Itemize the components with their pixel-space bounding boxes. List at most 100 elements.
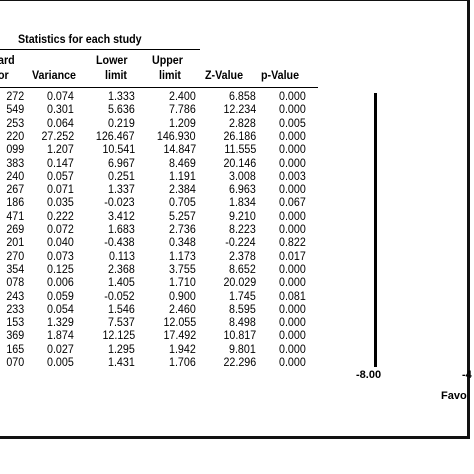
cell-z-value: 3.008 (229, 170, 256, 183)
table-row: 186 0.035 -0.023 0.705 1.834 0.067 (0, 196, 320, 210)
cell-variance: 0.035 (47, 197, 74, 210)
cell-upper-limit: 0.900 (169, 290, 196, 303)
header-lower-bottom: limit (105, 70, 127, 82)
cell-z-value: 6.963 (229, 184, 256, 197)
cell-lower-limit: 12.125 (102, 330, 135, 343)
tick-label: -4 (462, 369, 472, 381)
cell-lower-limit: 1.683 (108, 224, 135, 236)
cell-z-value: 8.595 (229, 303, 256, 316)
cell-variance: 0.059 (47, 290, 74, 303)
cell-lower-limit: -0.023 (104, 197, 135, 210)
cell-upper-limit: 0.348 (169, 237, 196, 250)
cell-p-value: 0.000 (279, 357, 306, 369)
cell-lower-limit: 6.967 (108, 157, 135, 170)
cell-upper-limit: 14.847 (163, 144, 196, 157)
cell-z-value: 8.223 (229, 224, 256, 236)
cell-variance: 1.874 (47, 330, 74, 343)
title-underline (0, 49, 200, 50)
tick-label: -8.00 (356, 369, 382, 381)
cell-std-error: 233 (6, 303, 24, 316)
favours-label: Favo (441, 390, 467, 402)
cell-lower-limit: 2.368 (108, 263, 135, 276)
cell-z-value: 26.186 (223, 130, 256, 143)
cell-std-error: 272 (6, 91, 24, 103)
cell-variance: 0.057 (47, 170, 74, 183)
cell-upper-limit: 12.055 (163, 317, 196, 330)
cell-z-value: 20.146 (223, 157, 256, 170)
cell-lower-limit: 5.636 (108, 104, 135, 117)
cell-p-value: 0.822 (279, 237, 306, 250)
header-p-value: p-Value (261, 70, 300, 82)
cell-variance: 0.040 (47, 237, 74, 250)
cell-upper-limit: 1.191 (169, 170, 196, 183)
cell-upper-limit: 1.710 (169, 277, 196, 290)
table-row: 383 0.147 6.967 8.469 20.146 0.000 (0, 157, 320, 171)
cell-variance: 0.006 (47, 277, 74, 290)
header-upper-bottom: limit (159, 70, 181, 82)
cell-z-value: 12.234 (223, 104, 256, 117)
forest-plot-axis (374, 93, 377, 367)
cell-lower-limit: 7.537 (108, 317, 135, 330)
cell-lower-limit: 0.113 (109, 250, 135, 263)
cell-p-value: 0.003 (279, 170, 306, 183)
cell-upper-limit: 1.706 (169, 357, 196, 369)
cell-z-value: 11.555 (224, 144, 256, 157)
header-rule (0, 87, 318, 88)
table-row: 269 0.072 1.683 2.736 8.223 0.000 (0, 223, 320, 237)
cell-z-value: 2.828 (229, 117, 256, 130)
cell-z-value: 8.498 (229, 317, 256, 330)
cell-z-value: 10.817 (223, 330, 256, 343)
cell-p-value: 0.000 (279, 317, 306, 330)
cell-std-error: 243 (6, 290, 24, 303)
cell-p-value: 0.067 (279, 197, 306, 210)
cell-p-value: 0.000 (279, 144, 306, 157)
cell-upper-limit: 3.755 (169, 263, 196, 276)
cell-lower-limit: 3.412 (108, 210, 135, 223)
table-row: 078 0.006 1.405 1.710 20.029 0.000 (0, 276, 320, 290)
cell-variance: 0.073 (47, 250, 74, 263)
cell-variance: 0.064 (47, 117, 74, 130)
cell-z-value: 6.858 (229, 91, 256, 103)
table-row: 233 0.054 1.546 2.460 8.595 0.000 (0, 303, 320, 317)
cell-upper-limit: 2.400 (169, 91, 196, 103)
table-row: 220 27.252 126.467 146.930 26.186 0.000 (0, 130, 320, 144)
header-std-error-bottom: or (0, 70, 9, 82)
cell-variance: 1.207 (47, 144, 74, 157)
cell-lower-limit: 1.431 (108, 357, 135, 369)
cell-lower-limit: 1.546 (108, 303, 135, 316)
cell-upper-limit: 1.173 (169, 250, 196, 263)
header-upper-top: Upper (152, 55, 183, 67)
cell-std-error: 354 (6, 263, 24, 276)
cell-p-value: 0.000 (279, 184, 306, 197)
figure-frame (0, 0, 470, 439)
cell-p-value: 0.000 (279, 157, 306, 170)
cell-upper-limit: 2.460 (169, 303, 196, 316)
cell-variance: 0.222 (47, 210, 74, 223)
table-row: 153 1.329 7.537 12.055 8.498 0.000 (0, 316, 320, 330)
cell-lower-limit: -0.438 (104, 237, 135, 250)
cell-upper-limit: 1.209 (169, 117, 196, 130)
table-row: 253 0.064 0.219 1.209 2.828 0.005 (0, 117, 320, 131)
table-row: 270 0.073 0.113 1.173 2.378 0.017 (0, 250, 320, 264)
cell-lower-limit: 126.467 (96, 130, 135, 143)
cell-std-error: 165 (6, 343, 24, 356)
cell-z-value: 2.378 (229, 250, 256, 263)
cell-lower-limit: -0.052 (104, 290, 135, 303)
cell-p-value: 0.000 (279, 130, 306, 143)
cell-variance: 27.252 (41, 130, 74, 143)
table-row: 272 0.074 1.333 2.400 6.858 0.000 (0, 90, 320, 104)
cell-variance: 0.147 (47, 157, 74, 170)
cell-std-error: 220 (6, 130, 24, 143)
cell-upper-limit: 7.786 (169, 104, 196, 117)
cell-p-value: 0.000 (279, 210, 306, 223)
table-row: 471 0.222 3.412 5.257 9.210 0.000 (0, 210, 320, 224)
cell-lower-limit: 0.251 (108, 170, 135, 183)
cell-variance: 0.301 (47, 104, 74, 117)
cell-std-error: 383 (6, 157, 24, 170)
cell-upper-limit: 1.942 (169, 343, 196, 356)
cell-std-error: 153 (6, 317, 24, 330)
cell-z-value: 8.652 (229, 263, 256, 276)
cell-upper-limit: 2.384 (169, 184, 196, 197)
cell-upper-limit: 146.930 (157, 130, 196, 143)
cell-p-value: 0.000 (279, 263, 306, 276)
